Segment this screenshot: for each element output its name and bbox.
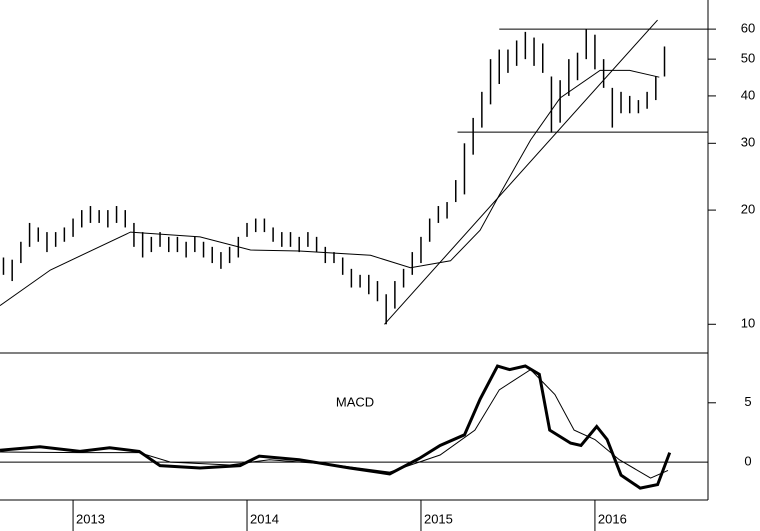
x-tick-label: 2015 <box>424 511 453 526</box>
y-tick-label: 0 <box>744 454 751 469</box>
moving-average <box>0 69 660 307</box>
y-tick-label: 10 <box>741 316 755 331</box>
y-tick-label: 50 <box>741 51 755 66</box>
y-tick-label: 20 <box>741 202 755 217</box>
y-tick-label: 40 <box>741 87 755 102</box>
macd-line <box>0 364 672 490</box>
x-tick-label: 2014 <box>250 511 279 526</box>
y-tick-label: 5 <box>744 394 751 409</box>
y-tick-label: 30 <box>741 135 755 150</box>
signal-line <box>0 368 669 479</box>
macd-label: MACD <box>336 394 374 409</box>
x-tick-label: 2013 <box>76 511 105 526</box>
trendline <box>384 19 658 325</box>
y-tick-label: 60 <box>741 21 755 36</box>
x-tick-label: 2016 <box>598 511 627 526</box>
